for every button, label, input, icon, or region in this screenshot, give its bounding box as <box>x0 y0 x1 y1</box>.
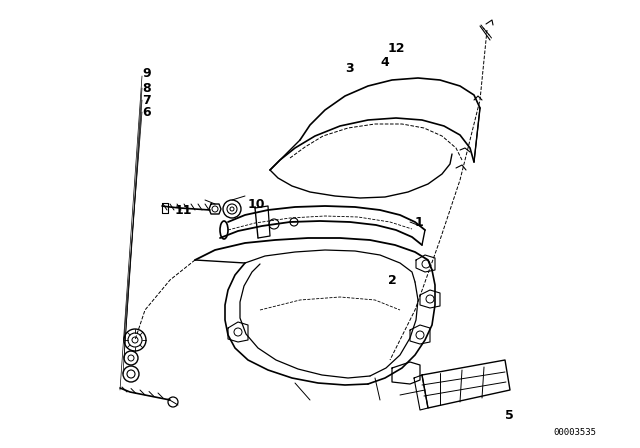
Text: 1: 1 <box>415 215 424 228</box>
Text: 9: 9 <box>142 66 150 79</box>
Text: 2: 2 <box>388 273 397 287</box>
Text: 8: 8 <box>142 82 150 95</box>
Text: 00003535: 00003535 <box>554 427 596 436</box>
Text: 6: 6 <box>142 105 150 119</box>
Text: 3: 3 <box>345 61 354 74</box>
Text: 7: 7 <box>142 94 151 107</box>
Text: 12: 12 <box>388 42 406 55</box>
Text: 11: 11 <box>175 203 193 216</box>
Text: 10: 10 <box>248 198 266 211</box>
Text: 5: 5 <box>505 409 514 422</box>
Text: 4: 4 <box>380 56 388 69</box>
